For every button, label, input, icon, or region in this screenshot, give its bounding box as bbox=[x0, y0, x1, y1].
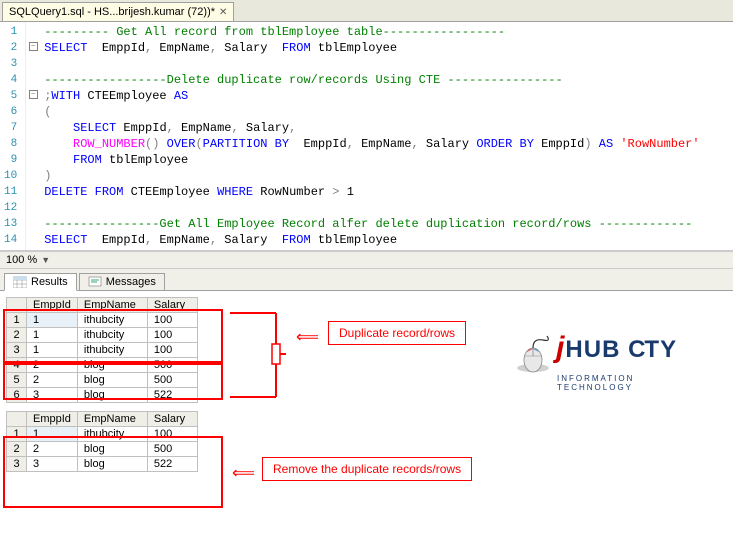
results-grid-2[interactable]: EmppIdEmpNameSalary11ithubcity10022blog5… bbox=[6, 411, 198, 472]
cell[interactable]: 2 bbox=[7, 442, 27, 457]
cell[interactable]: 1 bbox=[27, 328, 78, 343]
cell[interactable]: 1 bbox=[27, 427, 78, 442]
cell[interactable]: 500 bbox=[147, 358, 197, 373]
logo-text: jHUB CTY bbox=[556, 336, 677, 363]
results-tab-row: Results Messages bbox=[0, 269, 733, 291]
annotation-bracket bbox=[228, 311, 288, 404]
table-row[interactable]: 11ithubcity100 bbox=[7, 427, 198, 442]
column-header[interactable]: EmppId bbox=[27, 412, 78, 427]
column-header[interactable]: EmppId bbox=[27, 298, 78, 313]
cell[interactable]: 3 bbox=[7, 343, 27, 358]
column-header[interactable]: EmpName bbox=[77, 298, 147, 313]
cell[interactable]: blog bbox=[77, 442, 147, 457]
tab-messages[interactable]: Messages bbox=[79, 273, 165, 291]
fold-gutter: − − bbox=[26, 22, 40, 250]
cell[interactable]: ithubcity bbox=[77, 313, 147, 328]
tab-messages-label: Messages bbox=[106, 276, 156, 288]
cell[interactable]: 500 bbox=[147, 373, 197, 388]
table-row[interactable]: 52blog500 bbox=[7, 373, 198, 388]
cell[interactable]: 522 bbox=[147, 388, 197, 403]
table-row[interactable]: 31ithubcity100 bbox=[7, 343, 198, 358]
cell[interactable]: blog bbox=[77, 373, 147, 388]
cell[interactable]: blog bbox=[77, 457, 147, 472]
cell[interactable]: ithubcity bbox=[77, 427, 147, 442]
mouse-icon bbox=[513, 334, 553, 374]
arrow-left-icon: ⟸ bbox=[232, 463, 255, 483]
cell[interactable]: 100 bbox=[147, 343, 197, 358]
cell[interactable]: 100 bbox=[147, 328, 197, 343]
results-grid-1[interactable]: EmppIdEmpNameSalary11ithubcity10021ithub… bbox=[6, 297, 198, 403]
cell[interactable]: blog bbox=[77, 388, 147, 403]
document-tab-bar: SQLQuery1.sql - HS...brijesh.kumar (72))… bbox=[0, 0, 733, 22]
zoom-level[interactable]: 100 % bbox=[6, 254, 37, 266]
annotation-label-1: Duplicate record/rows bbox=[328, 321, 466, 345]
cell[interactable]: blog bbox=[77, 358, 147, 373]
tab-results-label: Results bbox=[31, 276, 68, 288]
cell[interactable]: 1 bbox=[7, 427, 27, 442]
cell[interactable]: 2 bbox=[27, 373, 78, 388]
document-tab[interactable]: SQLQuery1.sql - HS...brijesh.kumar (72))… bbox=[2, 2, 234, 21]
close-icon[interactable]: ✕ bbox=[219, 7, 227, 18]
cell[interactable]: 100 bbox=[147, 313, 197, 328]
cell[interactable]: 4 bbox=[7, 358, 27, 373]
code-area[interactable]: --------- Get All record from tblEmploye… bbox=[40, 22, 733, 250]
column-header[interactable] bbox=[7, 298, 27, 313]
cell[interactable]: 5 bbox=[7, 373, 27, 388]
cell[interactable]: 1 bbox=[7, 313, 27, 328]
cell[interactable]: 522 bbox=[147, 457, 197, 472]
line-number-gutter: 1234567891011121314 bbox=[0, 22, 26, 250]
column-header[interactable]: Salary bbox=[147, 298, 197, 313]
messages-icon bbox=[88, 276, 102, 288]
column-header[interactable] bbox=[7, 412, 27, 427]
logo-subtitle: INFORMATION TECHNOLOGY bbox=[557, 374, 713, 392]
cell[interactable]: 1 bbox=[27, 343, 78, 358]
grid-icon bbox=[13, 276, 27, 288]
cell[interactable]: 6 bbox=[7, 388, 27, 403]
table-row[interactable]: 63blog522 bbox=[7, 388, 198, 403]
cell[interactable]: 3 bbox=[7, 457, 27, 472]
cell[interactable]: 3 bbox=[27, 457, 78, 472]
table-row[interactable]: 22blog500 bbox=[7, 442, 198, 457]
annotation-label-2: Remove the duplicate records/rows bbox=[262, 457, 472, 481]
column-header[interactable]: Salary bbox=[147, 412, 197, 427]
cell[interactable]: 2 bbox=[27, 358, 78, 373]
table-row[interactable]: 21ithubcity100 bbox=[7, 328, 198, 343]
cell[interactable]: 2 bbox=[27, 442, 78, 457]
ithubcity-logo: jHUB CTY INFORMATION TECHNOLOGY bbox=[513, 331, 713, 392]
cell[interactable]: 3 bbox=[27, 388, 78, 403]
tab-title: SQLQuery1.sql - HS...brijesh.kumar (72))… bbox=[9, 6, 215, 18]
zoom-bar: 100 % ▼ bbox=[0, 251, 733, 269]
cell[interactable]: 500 bbox=[147, 442, 197, 457]
cell[interactable]: 2 bbox=[7, 328, 27, 343]
table-row[interactable]: 42blog500 bbox=[7, 358, 198, 373]
results-pane: EmppIdEmpNameSalary11ithubcity10021ithub… bbox=[0, 291, 733, 486]
chevron-down-icon[interactable]: ▼ bbox=[41, 255, 50, 265]
table-row[interactable]: 33blog522 bbox=[7, 457, 198, 472]
cell[interactable]: 1 bbox=[27, 313, 78, 328]
cell[interactable]: ithubcity bbox=[77, 328, 147, 343]
column-header[interactable]: EmpName bbox=[77, 412, 147, 427]
tab-results[interactable]: Results bbox=[4, 273, 77, 291]
cell[interactable]: ithubcity bbox=[77, 343, 147, 358]
cell[interactable]: 100 bbox=[147, 427, 197, 442]
arrow-left-icon: ⟸ bbox=[296, 327, 319, 347]
sql-editor: 1234567891011121314 − − --------- Get Al… bbox=[0, 22, 733, 251]
table-row[interactable]: 11ithubcity100 bbox=[7, 313, 198, 328]
